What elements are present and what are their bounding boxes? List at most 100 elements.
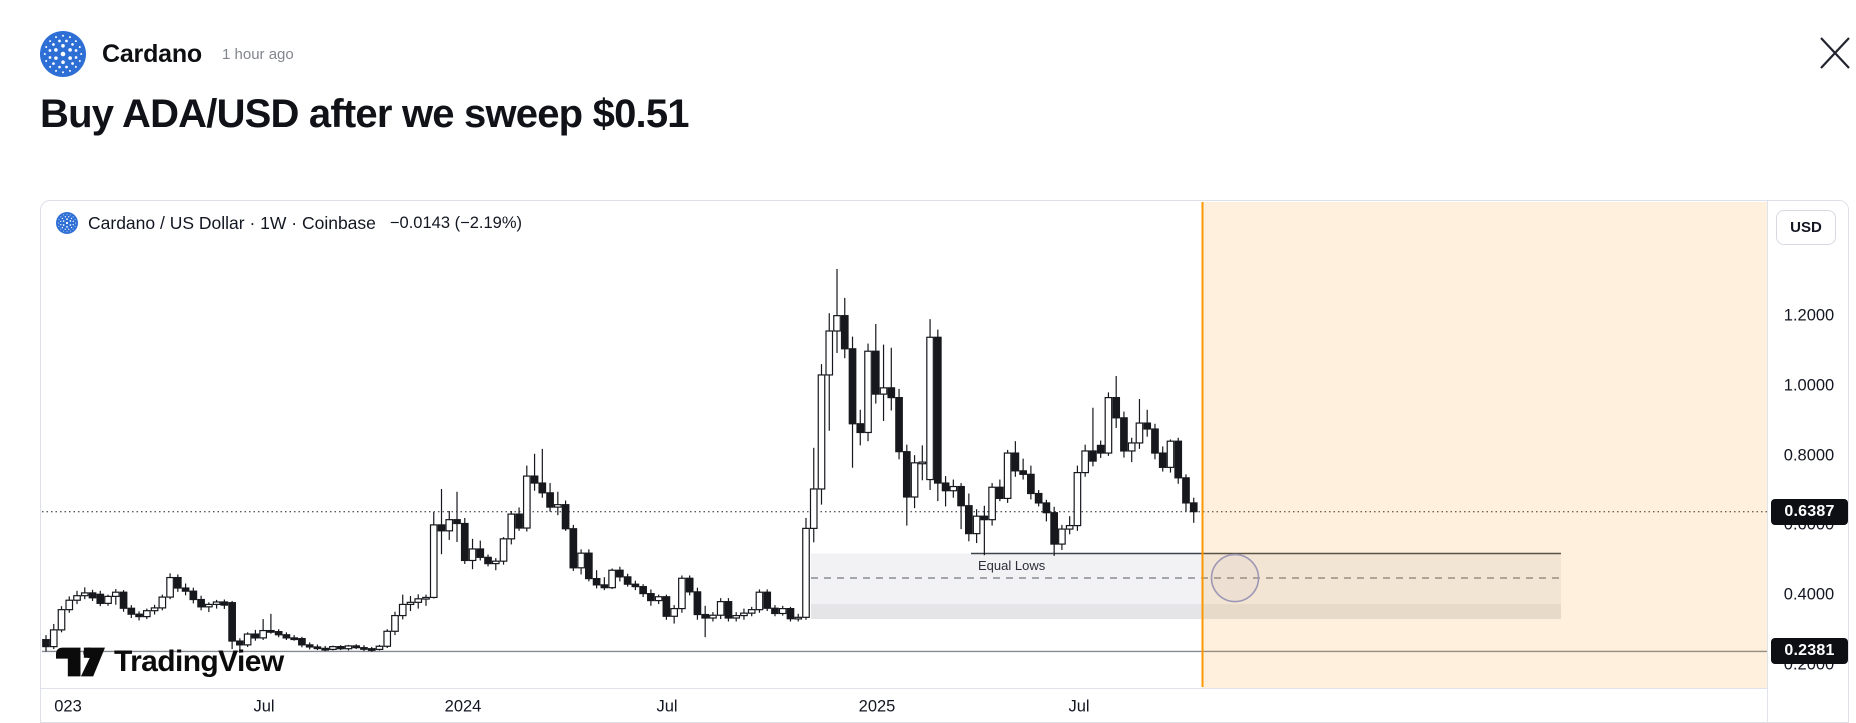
- author-name[interactable]: Cardano: [102, 39, 203, 68]
- candle-body: [360, 647, 368, 650]
- candle-body: [205, 603, 213, 608]
- candle-body: [1011, 452, 1020, 472]
- candle-body: [623, 576, 632, 585]
- candle-body: [406, 601, 415, 606]
- price-tick-label: 0.8000: [1783, 446, 1835, 464]
- candle-body: [375, 645, 384, 651]
- candle-body: [794, 616, 803, 620]
- candle-body: [1050, 512, 1059, 545]
- candle-body: [142, 610, 151, 618]
- time-axis[interactable]: 023 Jul 2024 Jul 2025 Jul: [41, 688, 1767, 722]
- candle-body: [1174, 440, 1183, 479]
- time-tick-label: Jul: [656, 697, 678, 715]
- candle-body: [887, 387, 896, 399]
- candle-body: [515, 513, 523, 529]
- candle-body: [577, 552, 585, 569]
- candle-body: [181, 587, 190, 592]
- equal-lows-zone-lower[interactable]: [811, 604, 1561, 620]
- candle-body: [1120, 417, 1128, 452]
- candle-body: [119, 591, 128, 609]
- chart-legend[interactable]: Cardano / US Dollar · 1W · Coinbase −0.0…: [56, 212, 522, 234]
- time-tick-label: Jul: [253, 697, 275, 715]
- currency-button[interactable]: USD: [1776, 210, 1836, 245]
- candle-body: [1151, 428, 1159, 454]
- post-timestamp: 1 hour ago: [222, 45, 294, 63]
- candle-body: [150, 607, 159, 612]
- candle-body: [282, 634, 291, 639]
- candle-body: [1104, 397, 1113, 454]
- time-tick-label: 2024: [444, 697, 482, 715]
- candle-body: [964, 505, 973, 535]
- candle-body: [1058, 528, 1066, 545]
- close-button[interactable]: [1818, 35, 1852, 71]
- symbol-title: Cardano / US Dollar · 1W · Coinbase: [88, 212, 376, 233]
- candle-body: [871, 350, 880, 395]
- tradingview-logo-icon: [56, 647, 105, 677]
- candle-body: [1096, 444, 1105, 454]
- candle-body: [352, 645, 361, 649]
- candle-body: [933, 336, 942, 484]
- tradingview-watermark: TradingView: [56, 644, 284, 680]
- candle-body: [1003, 452, 1012, 499]
- candle-body: [786, 608, 795, 620]
- candle-body: [367, 648, 376, 651]
- price-axis[interactable]: USD 1.20001.00000.80000.60000.40000.2000…: [1767, 201, 1848, 722]
- candle-body: [1019, 470, 1027, 475]
- candle-body: [259, 629, 267, 639]
- candle-body: [212, 601, 221, 606]
- candle-body: [996, 486, 1004, 499]
- candle-body: [918, 461, 927, 465]
- candle-body: [336, 646, 345, 650]
- candle-body: [941, 482, 950, 492]
- candle-body: [980, 515, 989, 521]
- candle-body: [530, 475, 539, 484]
- candle-body: [220, 601, 229, 606]
- support-price-badge: 0.2381: [1771, 638, 1848, 665]
- candle-body: [926, 336, 934, 481]
- candle-body: [468, 548, 477, 562]
- candle-body: [96, 593, 105, 604]
- candle-body: [344, 645, 353, 650]
- candle-body: [755, 591, 764, 611]
- candle-body: [313, 646, 322, 650]
- candle-body: [1112, 397, 1121, 419]
- candle-body: [274, 631, 283, 636]
- candle-body: [484, 556, 492, 565]
- candle-body: [1042, 502, 1051, 514]
- candle-body: [732, 614, 741, 619]
- cardano-mini-logo: [56, 212, 78, 234]
- circle-annotation[interactable]: [1210, 553, 1260, 603]
- price-tick-label: 1.2000: [1783, 306, 1835, 325]
- candle-body: [104, 595, 112, 604]
- candle-body: [80, 592, 89, 597]
- candle-body: [553, 504, 562, 508]
- equal-lows-zone[interactable]: [811, 553, 1561, 605]
- candle-body: [305, 644, 314, 648]
- candle-body: [1089, 450, 1097, 462]
- candle-body: [670, 608, 679, 617]
- candle-body: [654, 596, 663, 602]
- candle-body: [499, 538, 508, 562]
- candle-body: [73, 595, 81, 601]
- candle-body: [584, 552, 593, 580]
- candle-body: [848, 348, 857, 425]
- chart-canvas[interactable]: Equal Lows: [41, 201, 1767, 688]
- candle-body: [290, 637, 299, 641]
- candle-body: [972, 515, 981, 535]
- price-tick-label: 1.0000: [1783, 376, 1835, 395]
- candle-body: [1166, 440, 1175, 468]
- candle-body: [173, 576, 182, 589]
- close-icon: [1820, 37, 1850, 69]
- candle-body: [802, 527, 810, 618]
- cardano-logo-icon: [57, 213, 77, 233]
- candle-body: [740, 612, 748, 617]
- candle-body: [778, 608, 787, 615]
- candle-body: [127, 607, 136, 615]
- candle-body: [1135, 422, 1144, 444]
- candle-body: [522, 475, 531, 529]
- candle-body: [398, 603, 407, 617]
- candle-body: [329, 646, 337, 651]
- candle-body: [685, 577, 694, 593]
- candle-body: [111, 591, 120, 597]
- cardano-avatar[interactable]: [40, 31, 86, 77]
